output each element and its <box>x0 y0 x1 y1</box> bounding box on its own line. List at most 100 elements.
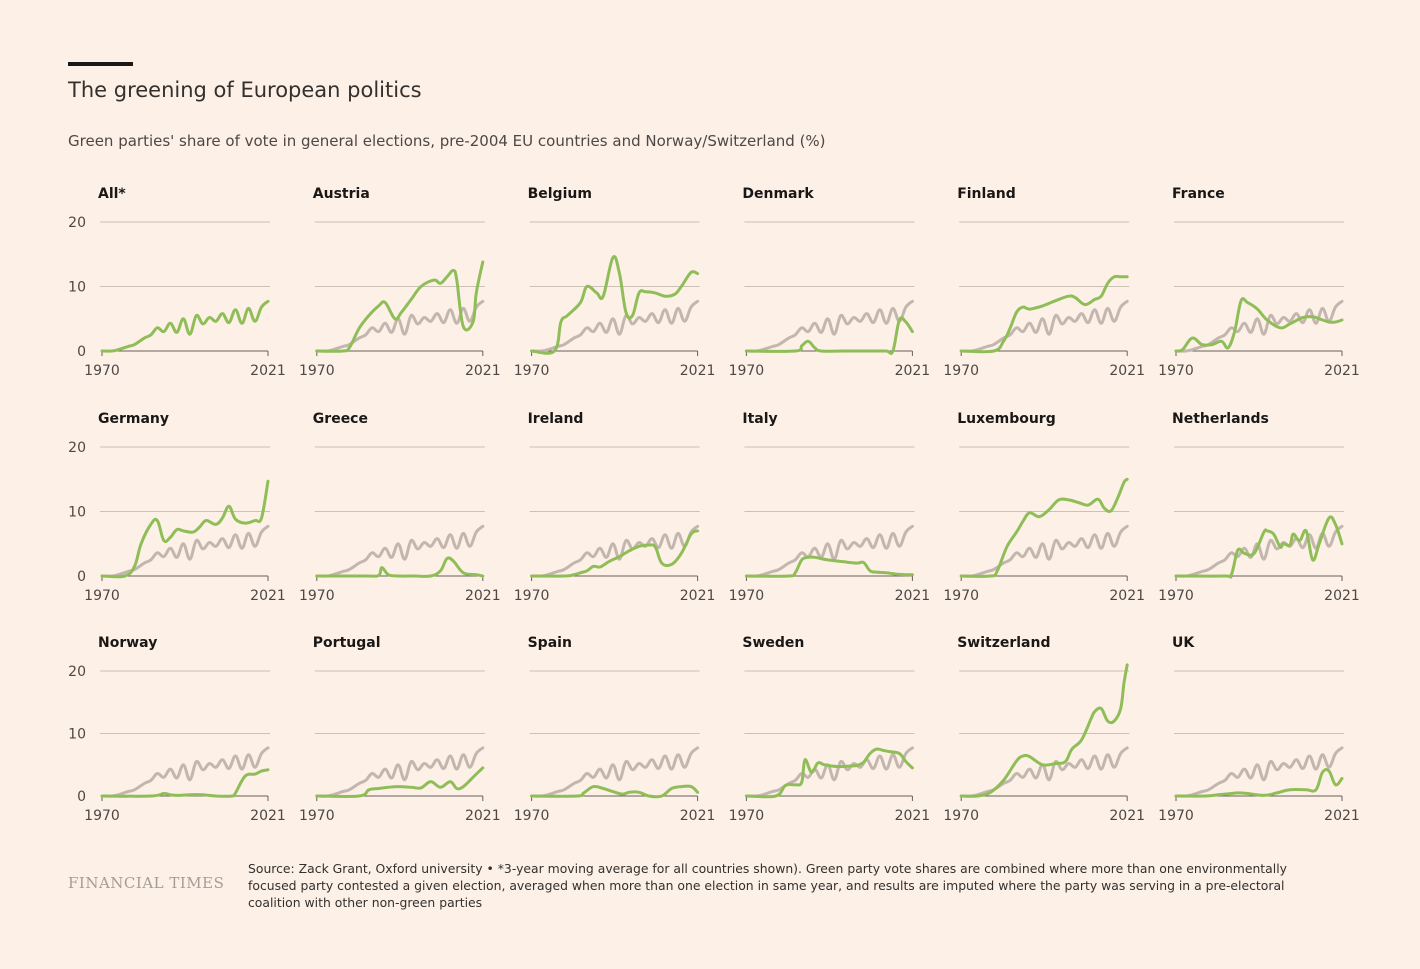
panel-germany: Germany 0 10 20 1970 2021 <box>68 411 286 604</box>
reference-line-all <box>744 746 914 798</box>
panel-title: Germany <box>98 411 169 427</box>
panel-finland: Finland 1970 2021 <box>943 186 1145 379</box>
green-vote-line-belgium <box>530 255 700 355</box>
x-tick-label: 2021 <box>1109 363 1145 379</box>
x-tick-label: 1970 <box>729 588 765 604</box>
panel-title: UK <box>1172 635 1195 651</box>
panel-title: Switzerland <box>957 635 1050 651</box>
y-tick-label: 10 <box>68 280 86 296</box>
panel-austria: Austria 1970 2021 <box>299 186 501 379</box>
x-tick-label: 1970 <box>84 808 120 824</box>
green-vote-line-luxembourg <box>959 477 1129 578</box>
panel-spain: Spain 1970 2021 <box>514 635 716 824</box>
panel-uk: UK 1970 2021 <box>1158 635 1360 824</box>
panel-sweden: Sweden 1970 2021 <box>729 635 931 824</box>
x-tick-label: 2021 <box>1324 588 1360 604</box>
x-tick-label: 1970 <box>943 363 979 379</box>
reference-line-all <box>530 746 700 798</box>
x-tick-label: 1970 <box>299 808 335 824</box>
chart-title: The greening of European politics <box>68 78 422 102</box>
x-tick-label: 2021 <box>680 363 716 379</box>
x-tick-label: 1970 <box>943 588 979 604</box>
reference-line-all <box>959 299 1129 353</box>
panel-italy: Italy 1970 2021 <box>729 411 931 604</box>
panel-netherlands: Netherlands 1970 2021 <box>1158 411 1360 604</box>
x-tick-label: 2021 <box>1324 363 1360 379</box>
reference-line-all <box>530 524 700 578</box>
green-vote-line-uk <box>1174 768 1344 798</box>
x-tick-label: 2021 <box>1324 808 1360 824</box>
green-vote-line-all <box>100 299 270 353</box>
green-vote-line-germany <box>100 479 270 579</box>
panel-title: Greece <box>313 411 368 427</box>
green-vote-line-sweden <box>744 747 914 799</box>
green-vote-line-greece <box>315 556 485 578</box>
x-tick-label: 1970 <box>729 808 765 824</box>
y-tick-label: 0 <box>77 569 86 585</box>
x-tick-label: 1970 <box>514 588 550 604</box>
reference-line-all <box>744 299 914 353</box>
panel-norway: Norway 0 10 20 1970 2021 <box>68 635 286 824</box>
panel-switzerland: Switzerland 1970 2021 <box>943 635 1145 824</box>
reference-line-all <box>1174 524 1344 578</box>
panel-portugal: Portugal 1970 2021 <box>299 635 501 824</box>
x-tick-label: 1970 <box>514 808 550 824</box>
green-vote-line-ireland <box>530 529 700 578</box>
x-tick-label: 2021 <box>680 808 716 824</box>
panel-title: Denmark <box>742 186 814 202</box>
x-tick-label: 2021 <box>250 808 286 824</box>
panel-title: Finland <box>957 186 1016 202</box>
panel-luxembourg: Luxembourg 1970 2021 <box>943 411 1145 604</box>
panel-title: Norway <box>98 635 157 651</box>
x-tick-label: 2021 <box>1109 808 1145 824</box>
x-tick-label: 2021 <box>680 588 716 604</box>
panel-denmark: Denmark 1970 2021 <box>729 186 931 379</box>
source-note: Source: Zack Grant, Oxford university • … <box>248 861 1287 910</box>
x-tick-label: 1970 <box>1158 363 1194 379</box>
green-vote-line-netherlands <box>1174 515 1344 579</box>
chart-subtitle: Green parties' share of vote in general … <box>68 132 826 150</box>
reference-line-all <box>100 746 270 798</box>
green-vote-line-spain <box>530 784 700 799</box>
reference-line-all <box>100 524 270 578</box>
green-vote-line-switzerland <box>959 663 1129 798</box>
green-vote-line-norway <box>100 768 270 798</box>
x-tick-label: 1970 <box>84 363 120 379</box>
x-tick-label: 2021 <box>895 808 931 824</box>
panel-title: Sweden <box>742 635 804 651</box>
y-tick-label: 10 <box>68 505 86 521</box>
x-tick-label: 2021 <box>465 588 501 604</box>
y-tick-label: 0 <box>77 344 86 360</box>
x-tick-label: 2021 <box>465 363 501 379</box>
financial-times-logo: FINANCIAL TIMES <box>68 874 225 892</box>
green-vote-line-finland <box>959 274 1129 354</box>
x-tick-label: 1970 <box>84 588 120 604</box>
x-tick-label: 1970 <box>1158 808 1194 824</box>
panel-france: France 1970 2021 <box>1158 186 1360 379</box>
x-tick-label: 1970 <box>1158 588 1194 604</box>
y-tick-label: 20 <box>68 664 86 680</box>
y-tick-label: 10 <box>68 727 86 743</box>
x-tick-label: 1970 <box>729 363 765 379</box>
panel-title: Spain <box>528 635 572 651</box>
reference-line-all <box>959 746 1129 798</box>
y-tick-label: 20 <box>68 215 86 231</box>
panel-title: Ireland <box>528 411 584 427</box>
x-tick-label: 2021 <box>1109 588 1145 604</box>
reference-line-all <box>530 299 700 353</box>
green-vote-line-france <box>1174 297 1344 353</box>
x-tick-label: 2021 <box>250 588 286 604</box>
reference-line-all <box>959 524 1129 578</box>
green-vote-line-portugal <box>315 766 485 798</box>
panel-title: Italy <box>742 411 777 427</box>
green-vote-line-italy <box>744 555 914 578</box>
panel-title: Netherlands <box>1172 411 1269 427</box>
panel-greece: Greece 1970 2021 <box>299 411 501 604</box>
green-vote-line-denmark <box>744 316 914 355</box>
panel-title: Luxembourg <box>957 411 1056 427</box>
x-tick-label: 1970 <box>943 808 979 824</box>
x-tick-label: 1970 <box>514 363 550 379</box>
panel-all: All* 0 10 20 1970 2021 <box>68 186 286 379</box>
reference-line-all <box>1174 746 1344 798</box>
